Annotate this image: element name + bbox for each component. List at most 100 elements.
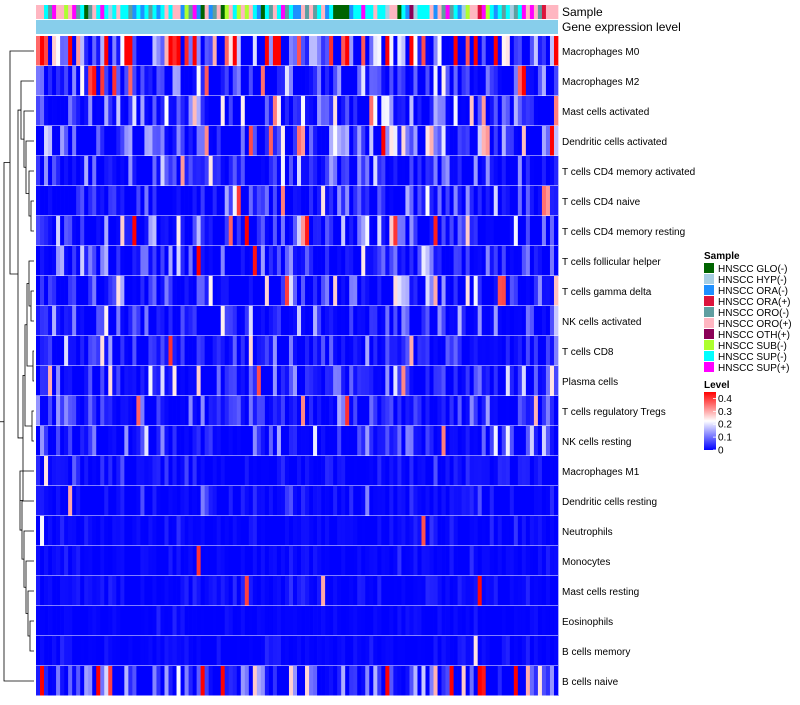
- heatmap-cell: [128, 216, 133, 246]
- heatmap-cell: [365, 246, 370, 276]
- heatmap-cell: [56, 516, 61, 546]
- heatmap-cell: [128, 246, 133, 276]
- heatmap-cell: [541, 156, 547, 186]
- heatmap-cell: [72, 306, 77, 336]
- heatmap-cell: [401, 516, 406, 546]
- heatmap-cell: [481, 156, 487, 186]
- heatmap-cell: [481, 276, 487, 306]
- heatmap-cell: [224, 96, 230, 126]
- heatmap-cell: [68, 96, 73, 126]
- heatmap-cell: [196, 156, 201, 186]
- sample-legend-label: HNSCC OTH(+): [718, 330, 790, 341]
- heatmap-cell: [313, 96, 318, 126]
- heatmap-cell: [160, 426, 165, 456]
- row-label: B cells memory: [562, 647, 630, 658]
- heatmap-cell: [553, 336, 559, 366]
- heatmap-cell: [309, 606, 314, 636]
- heatmap-cell: [509, 606, 515, 636]
- heatmap-cell: [136, 306, 141, 336]
- heatmap-cell: [325, 366, 330, 396]
- heatmap-cell: [321, 516, 326, 546]
- heatmap-cell: [521, 306, 527, 336]
- heatmap-cell: [377, 96, 382, 126]
- heatmap-cell: [361, 306, 366, 336]
- heatmap-cell: [405, 396, 410, 426]
- heatmap-cell: [220, 666, 226, 696]
- heatmap-cell: [297, 666, 302, 696]
- heatmap-cell: [409, 426, 414, 456]
- heatmap-cell: [236, 396, 242, 426]
- heatmap-cell: [176, 396, 181, 426]
- heatmap-cell: [80, 456, 85, 486]
- heatmap-cell: [333, 246, 338, 276]
- heatmap-cell: [453, 576, 458, 606]
- heatmap-cell: [333, 666, 338, 696]
- heatmap-cell: [156, 36, 161, 66]
- heatmap-cell: [36, 456, 41, 486]
- heatmap-cell: [264, 606, 270, 636]
- heatmap-cell: [373, 366, 378, 396]
- heatmap-cell: [44, 186, 49, 216]
- sample-annotation-cell: [112, 5, 117, 19]
- heatmap-cell: [385, 306, 390, 336]
- heatmap-cell: [521, 126, 527, 156]
- heatmap-cell: [80, 36, 85, 66]
- heatmap-cell: [333, 126, 338, 156]
- heatmap-cell: [264, 396, 270, 426]
- heatmap-cell: [513, 186, 519, 216]
- heatmap-cell: [549, 156, 555, 186]
- heatmap-cell: [309, 636, 314, 666]
- heatmap-cell: [216, 246, 222, 276]
- heatmap-cell: [481, 336, 487, 366]
- heatmap-cell: [437, 36, 442, 66]
- heatmap-cell: [533, 366, 539, 396]
- sample-annotation-cell: [369, 5, 374, 19]
- heatmap-cell: [168, 216, 173, 246]
- heatmap-cell: [196, 306, 201, 336]
- heatmap-cell: [276, 456, 282, 486]
- heatmap-cell: [497, 666, 503, 696]
- sample-annotation-cell: [288, 5, 294, 19]
- heatmap-cell: [204, 66, 210, 96]
- heatmap-cell: [405, 246, 410, 276]
- heatmap-cell: [164, 396, 169, 426]
- heatmap-cell: [357, 606, 362, 636]
- heatmap-cell: [333, 576, 338, 606]
- heatmap-cell: [280, 186, 286, 216]
- heatmap-cell: [385, 366, 390, 396]
- heatmap-cell: [84, 126, 89, 156]
- sample-annotation-cell: [417, 5, 422, 19]
- heatmap-cell: [276, 666, 282, 696]
- heatmap-cell: [148, 96, 153, 126]
- heatmap-cell: [52, 156, 57, 186]
- heatmap-cell: [48, 426, 53, 456]
- heatmap-cell: [481, 456, 487, 486]
- heatmap-cell: [325, 546, 330, 576]
- heatmap-cell: [92, 336, 97, 366]
- heatmap-cell: [445, 546, 450, 576]
- heatmap-cell: [72, 606, 77, 636]
- heatmap-cell: [64, 366, 69, 396]
- heatmap-cell: [353, 36, 358, 66]
- heatmap-cell: [493, 606, 499, 636]
- heatmap-cell: [345, 366, 350, 396]
- heatmap-cell: [417, 666, 422, 696]
- heatmap-cell: [381, 666, 386, 696]
- sample-annotation-cell: [545, 5, 551, 19]
- heatmap-cell: [349, 276, 354, 306]
- heatmap-cell: [477, 606, 483, 636]
- heatmap-cell: [457, 666, 462, 696]
- heatmap-cell: [252, 276, 258, 306]
- heatmap-cell: [541, 546, 547, 576]
- heatmap-cell: [341, 276, 346, 306]
- heatmap-cell: [405, 96, 410, 126]
- heatmap-cell: [256, 246, 262, 276]
- heatmap-cell: [545, 336, 551, 366]
- heatmap-cell: [529, 276, 535, 306]
- heatmap-cell: [44, 366, 49, 396]
- heatmap-cell: [445, 186, 450, 216]
- heatmap-cell: [112, 606, 117, 636]
- heatmap-cell: [132, 606, 137, 636]
- heatmap-cell: [148, 336, 153, 366]
- heatmap-cell: [208, 276, 214, 306]
